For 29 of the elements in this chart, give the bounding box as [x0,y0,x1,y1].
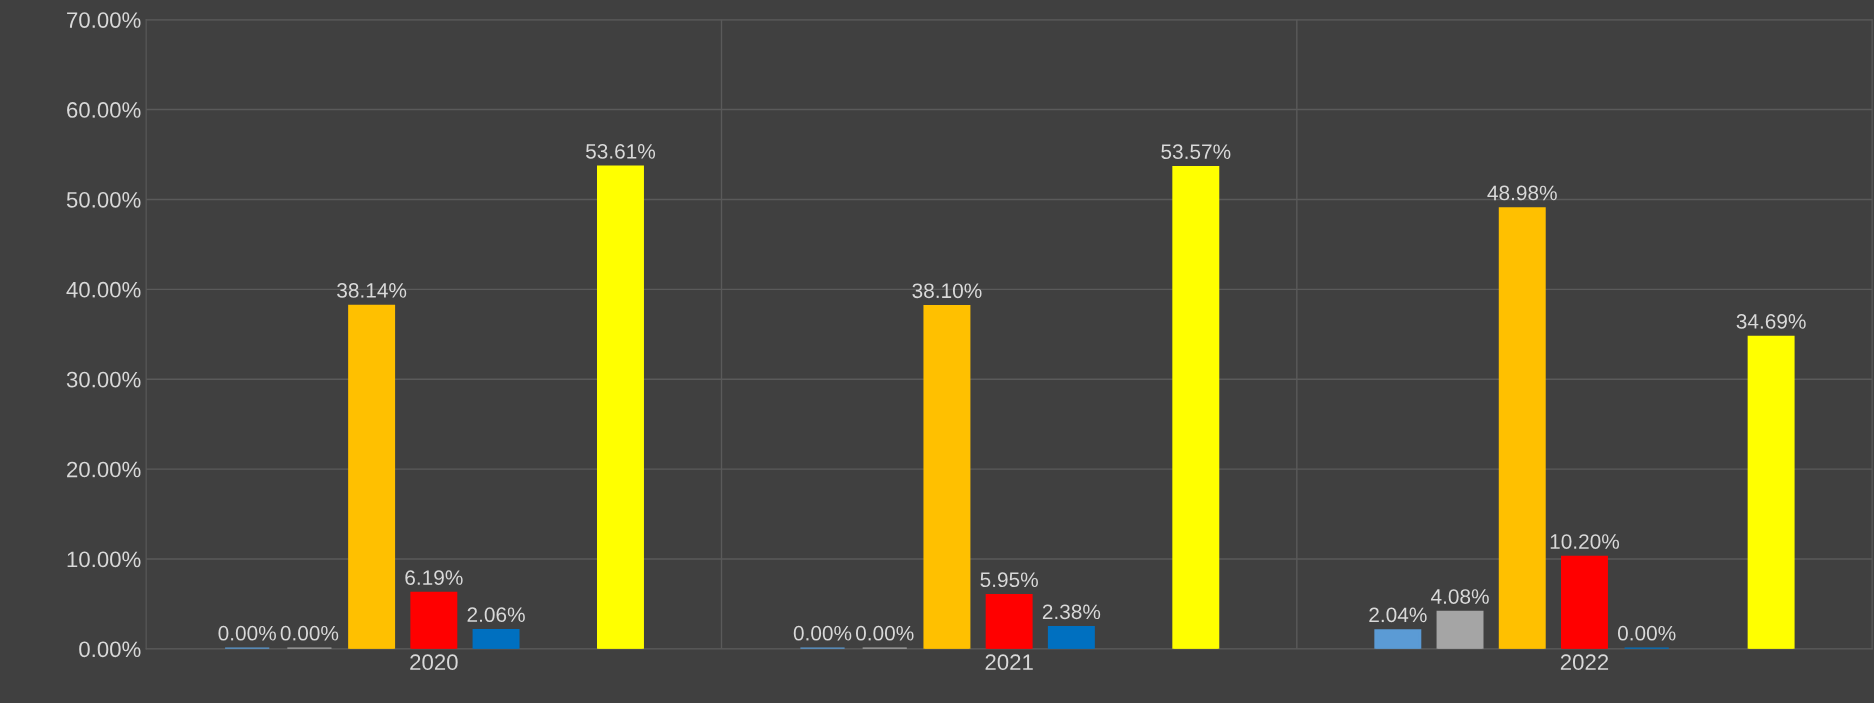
data-label: 0.00% [218,625,276,641]
data-label: 0.00% [856,625,914,641]
data-label: 34.69% [1736,314,1806,329]
y-tick-label: 20.00% [67,461,141,478]
data-label: 38.10% [912,283,982,299]
data-label: 38.14% [337,283,407,298]
data-label: 4.08% [1430,589,1489,604]
data-label: 6.19% [405,570,463,585]
y-tick-label: 10.00% [67,551,141,568]
data-label: 5.95% [980,572,1038,588]
y-tick-label: 40.00% [66,281,141,298]
x-tick-label: 2022 [1560,654,1609,671]
y-tick-label: 0.00% [79,641,141,658]
x-tick-label: 2020 [410,654,458,671]
data-label: 2.04% [1369,607,1427,623]
data-label: 2.06% [467,607,525,623]
data-label: 10.20% [1550,534,1620,549]
data-label: 48.98% [1487,185,1557,201]
data-label: 0.00% [1617,625,1676,641]
data-label: 53.61% [585,143,656,159]
y-tick-label: 70.00% [67,12,141,28]
data-label: 0.00% [280,625,339,641]
y-tick-label: 60.00% [67,102,141,118]
data-label: 0.00% [793,625,852,641]
y-tick-label: 30.00% [66,371,141,388]
x-tick-label: 2021 [985,654,1033,671]
data-label: 53.57% [1161,144,1231,160]
y-tick-label: 50.00% [66,191,141,208]
data-label: 2.38% [1042,604,1101,620]
